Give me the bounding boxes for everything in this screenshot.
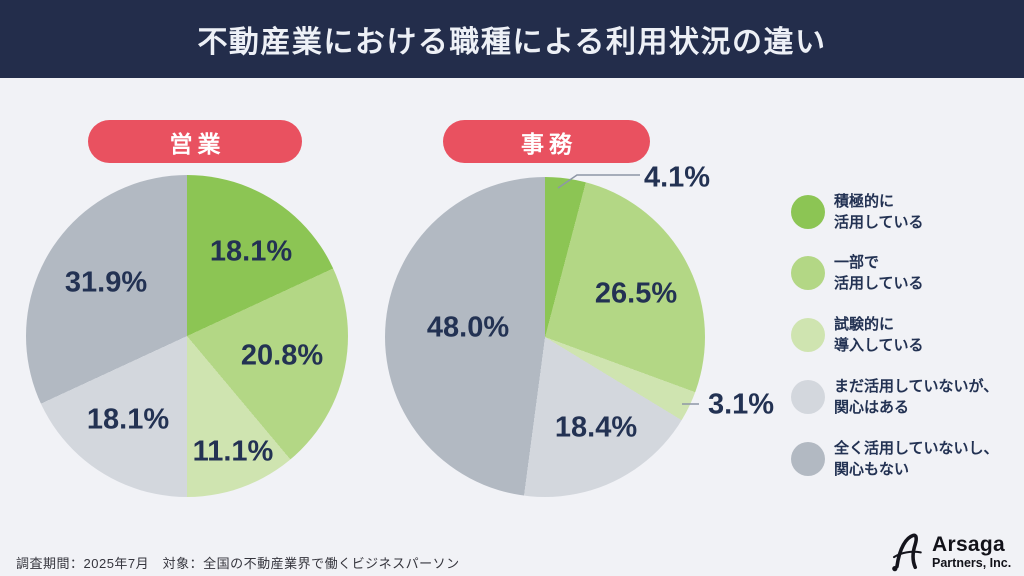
legend-item-trial: 試験的に 導入している (791, 314, 924, 356)
legend-item-partial: 一部で 活用している (791, 252, 924, 294)
pct-office-trial: 3.1% (707, 388, 775, 421)
survey-note: 調査期間：2025年7月 対象：全国の不動産業界で働くビジネスパーソン (16, 556, 460, 571)
company-logo: Arsaga Partners, Inc. (891, 531, 1011, 573)
pct-office-partial: 26.5% (594, 277, 678, 310)
legend-swatch-active (791, 195, 825, 229)
badge-sales-label: 営業 (169, 130, 226, 157)
legend-swatch-interested (791, 380, 825, 414)
pct-sales-active: 18.1% (209, 235, 293, 268)
legend-item-none: 全く活用していないし、 関心もない (791, 438, 999, 480)
logo-text: Arsaga Partners, Inc. (932, 534, 1011, 570)
title-bar: 不動産業における職種による利用状況の違い (0, 0, 1024, 78)
pct-office-none: 48.0% (426, 311, 510, 344)
pct-sales-partial: 20.8% (240, 339, 324, 372)
legend-item-active: 積極的に 活用している (791, 191, 924, 233)
legend-label-active: 積極的に 活用している (834, 193, 924, 231)
pct-sales-interested: 18.1% (86, 403, 170, 436)
legend-swatch-partial (791, 256, 825, 290)
pct-office-active: 4.1% (643, 161, 711, 194)
pct-sales-trial: 11.1% (192, 435, 274, 468)
pie-chart-sales (26, 175, 348, 497)
legend-label-none: 全く活用していないし、 関心もない (834, 440, 999, 478)
pie-chart-office (385, 177, 705, 497)
page-title: 不動産業における職種による利用状況の違い (197, 26, 827, 59)
badge-sales: 営業 (88, 120, 302, 163)
logo-company-name: Arsaga (932, 533, 1006, 557)
arsaga-logo-icon (892, 533, 922, 572)
badge-office: 事務 (443, 120, 650, 163)
legend-swatch-none (791, 442, 825, 476)
logo-company-suffix: Partners, Inc. (932, 556, 1012, 571)
badge-office-label: 事務 (521, 130, 577, 157)
pct-office-interested: 18.4% (554, 411, 638, 444)
legend-label-trial: 試験的に 導入している (834, 316, 924, 354)
legend-swatch-trial (791, 318, 825, 352)
legend-label-interested: まだ活用していないが、 関心はある (834, 378, 999, 416)
legend-label-partial: 一部で 活用している (834, 254, 924, 292)
pct-sales-none: 31.9% (64, 266, 148, 299)
legend-item-interested: まだ活用していないが、 関心はある (791, 376, 998, 418)
